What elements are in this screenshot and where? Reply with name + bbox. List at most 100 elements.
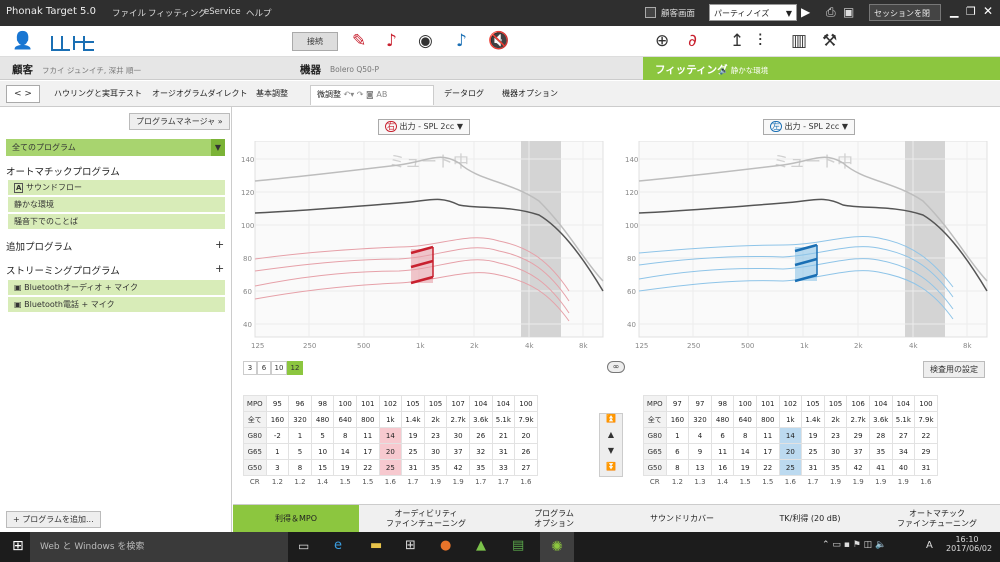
table-cell[interactable]: 104 (868, 395, 893, 412)
restore-icon[interactable]: ❐ (966, 5, 976, 18)
channel-12[interactable]: 12 (287, 361, 303, 375)
table-cell[interactable]: 15 (310, 459, 335, 476)
taskbar-search[interactable]: Web と Windows を検索 (30, 532, 288, 562)
table-cell[interactable]: 104 (491, 395, 516, 412)
add-additional-program-button[interactable]: + (215, 238, 225, 251)
table-cell[interactable]: 4 (688, 427, 712, 444)
table-cell[interactable]: 14 (733, 443, 757, 460)
left-output-select[interactable]: 左 出力 - SPL 2cc ▼ (763, 119, 856, 135)
tab-gain-mpo[interactable]: 利得＆MPO (233, 505, 359, 533)
table-cell[interactable]: 8 (333, 427, 357, 444)
table-cell[interactable]: 5.1k (891, 411, 916, 428)
mic-off-icon[interactable]: ✎ (352, 31, 367, 51)
table-cell[interactable]: 40 (891, 459, 916, 476)
table-cell[interactable]: 104 (468, 395, 493, 412)
table-cell[interactable]: 1k (778, 411, 803, 428)
table-cell[interactable]: 8 (665, 459, 690, 476)
save-icon[interactable]: ▣ (843, 5, 855, 19)
table-cell[interactable]: 26 (514, 443, 538, 460)
clock[interactable]: 16:10 2017/06/02 (946, 535, 993, 553)
nav-arrows[interactable]: < > (6, 85, 40, 103)
table-cell[interactable]: 17 (355, 443, 380, 460)
table-cell[interactable]: 25 (378, 459, 403, 476)
tab-device-options[interactable]: 機器オプション (502, 89, 558, 98)
program-item-bt-audio[interactable]: ▣ Bluetoothオーディオ + マイク (8, 280, 225, 296)
play-icon[interactable]: ▶ (801, 5, 811, 19)
table-cell[interactable]: 10 (310, 443, 335, 460)
table-cell[interactable]: 105 (823, 395, 848, 412)
table-cell[interactable]: 106 (846, 395, 870, 412)
add-streaming-program-button[interactable]: + (215, 262, 225, 275)
table-cell[interactable]: 30 (423, 443, 448, 460)
table-cell[interactable]: 22 (914, 427, 938, 444)
table-cell[interactable]: 105 (423, 395, 448, 412)
table-cell[interactable]: 30 (446, 427, 470, 444)
table-cell[interactable]: 2.7k (846, 411, 870, 428)
table-cell[interactable]: 100 (333, 395, 357, 412)
table-cell[interactable]: 23 (823, 427, 848, 444)
table-cell[interactable]: 19 (733, 459, 757, 476)
program-manager-button[interactable]: プログラムマネージャ » (129, 113, 230, 130)
table-cell[interactable]: 1 (665, 427, 690, 444)
table-cell[interactable]: 100 (914, 395, 938, 412)
table-cell[interactable]: 102 (778, 395, 803, 412)
table-cell[interactable]: 96 (288, 395, 312, 412)
table-cell[interactable]: 31 (491, 443, 516, 460)
table-cell[interactable]: 25 (401, 443, 425, 460)
link-icon[interactable]: ∞ (607, 361, 625, 373)
target-icon[interactable]: ⊕ (655, 31, 670, 51)
speaker-mute-icon[interactable]: 🔇 (488, 31, 510, 51)
table-cell[interactable]: 35 (468, 459, 493, 476)
minimize-icon[interactable]: ▁ (950, 5, 959, 18)
table-cell[interactable]: 1k (378, 411, 403, 428)
step-up-max-icon[interactable]: ⏫ (606, 414, 616, 423)
audiogram-icon[interactable] (50, 32, 96, 52)
table-cell[interactable]: 25 (778, 459, 803, 476)
table-cell[interactable]: 8 (733, 427, 757, 444)
table-cell[interactable]: 28 (868, 427, 893, 444)
menu-eservice[interactable]: eService (204, 7, 241, 17)
table-cell[interactable]: 41 (868, 459, 893, 476)
table-cell[interactable]: 7.9k (914, 411, 938, 428)
client-icon[interactable]: 👤 (12, 31, 34, 51)
table-cell[interactable]: 19 (333, 459, 357, 476)
table-cell[interactable]: 14 (378, 427, 403, 444)
channel-3[interactable]: 3 (243, 361, 257, 375)
table-cell[interactable]: 9 (688, 443, 712, 460)
tab-audiogram-direct[interactable]: オージオグラムダイレクト (152, 89, 248, 98)
program-item-speech-noise[interactable]: 騒音下でのことば (8, 214, 225, 230)
channel-10[interactable]: 10 (271, 361, 287, 375)
table-cell[interactable]: 7.9k (514, 411, 538, 428)
table-cell[interactable]: 6 (665, 443, 690, 460)
menu-fitting[interactable]: フィッティング (148, 9, 207, 19)
table-cell[interactable]: 5 (288, 443, 312, 460)
table-cell[interactable]: 37 (846, 443, 870, 460)
table-cell[interactable]: 97 (665, 395, 690, 412)
connect-button[interactable]: 接続 (292, 32, 338, 51)
notes-icon[interactable]: ▤ (512, 538, 525, 553)
table-cell[interactable]: -2 (265, 427, 290, 444)
print-icon[interactable]: ⎙ (826, 5, 836, 19)
table-cell[interactable]: 2k (423, 411, 448, 428)
edge-icon[interactable]: e (334, 538, 342, 553)
firefox-icon[interactable]: ● (440, 538, 452, 553)
table-cell[interactable]: 160 (265, 411, 290, 428)
tab-fine-tuning[interactable]: 微調整 ↶▾ ↷ ◙ AB (310, 85, 434, 105)
table-cell[interactable]: 37 (446, 443, 470, 460)
table-cell[interactable]: 104 (891, 395, 916, 412)
table-cell[interactable]: 31 (914, 459, 938, 476)
table-cell[interactable]: 42 (446, 459, 470, 476)
left-response-chart[interactable]: 140 120 100 80 60 40 125 250 500 1k 2k 4k 8k ミュート中 (623, 141, 989, 351)
table-cell[interactable]: 13 (688, 459, 712, 476)
explorer-icon[interactable]: ▬ (370, 538, 383, 553)
pin-icon[interactable]: ↥ (730, 31, 745, 51)
table-cell[interactable]: 2.7k (446, 411, 470, 428)
program-item-soundflow[interactable]: A サウンドフロー (8, 180, 225, 196)
table-cell[interactable]: 35 (823, 459, 848, 476)
table-cell[interactable]: 11 (710, 443, 735, 460)
table-cell[interactable]: 2k (823, 411, 848, 428)
close-icon[interactable]: ✕ (983, 4, 994, 18)
menu-help[interactable]: ヘルプ (246, 9, 272, 19)
table-cell[interactable]: 640 (333, 411, 357, 428)
table-cell[interactable]: 5 (310, 427, 335, 444)
